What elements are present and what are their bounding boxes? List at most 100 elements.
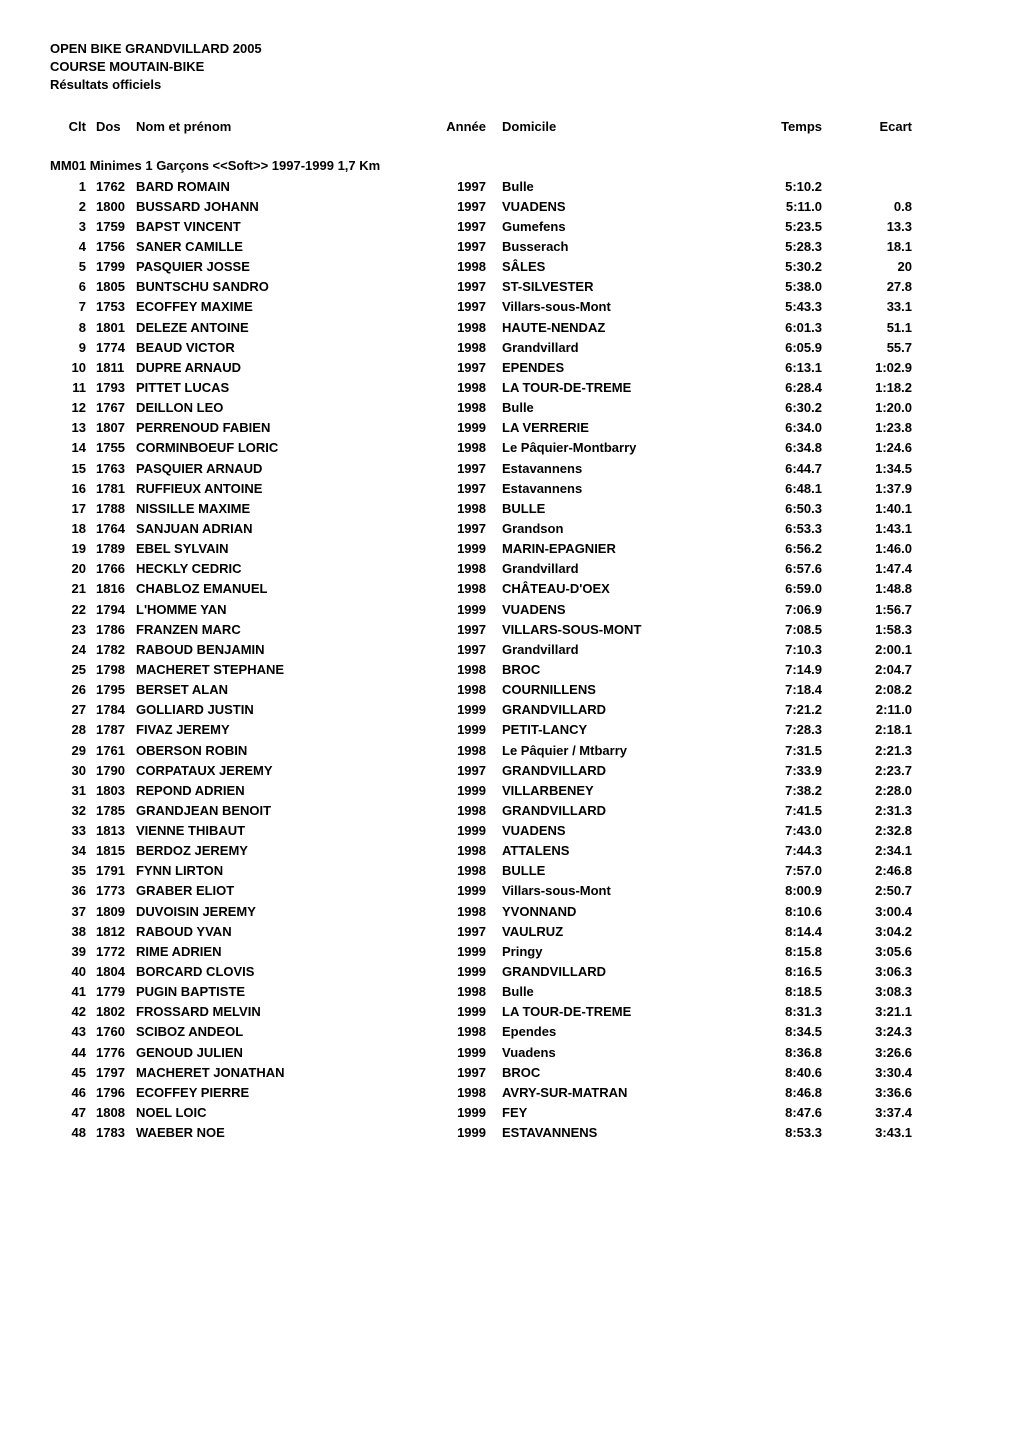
cell-dom: GRANDVILLARD (502, 962, 732, 982)
cell-clt: 17 (50, 499, 96, 519)
cell-ecart: 2:18.1 (822, 720, 912, 740)
cell-clt: 1 (50, 177, 96, 197)
col-header-dom: Domicile (502, 119, 732, 134)
cell-nom: BORCARD CLOVIS (136, 962, 416, 982)
cell-nom: MACHERET JONATHAN (136, 1063, 416, 1083)
table-row: 81801DELEZE ANTOINE1998HAUTE-NENDAZ6:01.… (50, 318, 970, 338)
cell-nom: PASQUIER JOSSE (136, 257, 416, 277)
cell-annee: 1999 (416, 1103, 502, 1123)
cell-dos: 1762 (96, 177, 136, 197)
table-row: 451797MACHERET JONATHAN1997BROC8:40.63:3… (50, 1063, 970, 1083)
cell-ecart: 1:18.2 (822, 378, 912, 398)
cell-annee: 1999 (416, 418, 502, 438)
cell-annee: 1999 (416, 1043, 502, 1063)
cell-ecart: 1:34.5 (822, 459, 912, 479)
cell-nom: BUSSARD JOHANN (136, 197, 416, 217)
cell-annee: 1997 (416, 1063, 502, 1083)
cell-temps: 8:16.5 (732, 962, 822, 982)
cell-dos: 1781 (96, 479, 136, 499)
cell-nom: BUNTSCHU SANDRO (136, 277, 416, 297)
cell-clt: 15 (50, 459, 96, 479)
cell-annee: 1998 (416, 861, 502, 881)
cell-dos: 1784 (96, 700, 136, 720)
cell-dom: EPENDES (502, 358, 732, 378)
cell-annee: 1998 (416, 741, 502, 761)
table-row: 371809DUVOISIN JEREMY1998YVONNAND8:10.63… (50, 902, 970, 922)
cell-dos: 1802 (96, 1002, 136, 1022)
table-row: 461796ECOFFEY PIERRE1998AVRY-SUR-MATRAN8… (50, 1083, 970, 1103)
table-row: 301790CORPATAUX JEREMY1997GRANDVILLARD7:… (50, 761, 970, 781)
cell-nom: NOEL LOIC (136, 1103, 416, 1123)
cell-clt: 26 (50, 680, 96, 700)
cell-dos: 1805 (96, 277, 136, 297)
cell-dom: Grandvillard (502, 338, 732, 358)
cell-ecart: 3:08.3 (822, 982, 912, 1002)
cell-temps: 6:34.0 (732, 418, 822, 438)
cell-nom: GRABER ELIOT (136, 881, 416, 901)
cell-dos: 1798 (96, 660, 136, 680)
cell-temps: 7:44.3 (732, 841, 822, 861)
cell-clt: 29 (50, 741, 96, 761)
cell-nom: BERSET ALAN (136, 680, 416, 700)
cell-temps: 7:31.5 (732, 741, 822, 761)
table-row: 111793PITTET LUCAS1998LA TOUR-DE-TREME6:… (50, 378, 970, 398)
table-row: 271784GOLLIARD JUSTIN1999GRANDVILLARD7:2… (50, 700, 970, 720)
cell-clt: 16 (50, 479, 96, 499)
cell-annee: 1999 (416, 539, 502, 559)
cell-dos: 1794 (96, 600, 136, 620)
cell-annee: 1998 (416, 318, 502, 338)
cell-dom: BULLE (502, 861, 732, 881)
cell-dos: 1807 (96, 418, 136, 438)
table-row: 191789EBEL SYLVAIN1999MARIN-EPAGNIER6:56… (50, 539, 970, 559)
cell-dom: LA VERRERIE (502, 418, 732, 438)
cell-dos: 1785 (96, 801, 136, 821)
cell-nom: CHABLOZ EMANUEL (136, 579, 416, 599)
cell-ecart: 2:00.1 (822, 640, 912, 660)
cell-clt: 14 (50, 438, 96, 458)
cell-clt: 20 (50, 559, 96, 579)
cell-annee: 1997 (416, 177, 502, 197)
cell-clt: 25 (50, 660, 96, 680)
cell-annee: 1998 (416, 1083, 502, 1103)
cell-ecart: 1:56.7 (822, 600, 912, 620)
cell-ecart: 20 (822, 257, 912, 277)
cell-dos: 1812 (96, 922, 136, 942)
cell-dom: YVONNAND (502, 902, 732, 922)
cell-ecart: 1:23.8 (822, 418, 912, 438)
cell-ecart: 2:21.3 (822, 741, 912, 761)
cell-clt: 3 (50, 217, 96, 237)
cell-dom: VILLARS-SOUS-MONT (502, 620, 732, 640)
cell-dos: 1761 (96, 741, 136, 761)
table-row: 121767DEILLON LEO1998Bulle6:30.21:20.0 (50, 398, 970, 418)
table-row: 401804BORCARD CLOVIS1999GRANDVILLARD8:16… (50, 962, 970, 982)
cell-dom: GRANDVILLARD (502, 801, 732, 821)
cell-annee: 1998 (416, 579, 502, 599)
cell-ecart: 3:37.4 (822, 1103, 912, 1123)
cell-nom: FRANZEN MARC (136, 620, 416, 640)
cell-ecart: 1:58.3 (822, 620, 912, 640)
results-table: 11762BARD ROMAIN1997Bulle5:10.221800BUSS… (50, 177, 970, 1144)
table-row: 21800BUSSARD JOHANN1997VUADENS5:11.00.8 (50, 197, 970, 217)
cell-ecart: 1:24.6 (822, 438, 912, 458)
cell-temps: 8:47.6 (732, 1103, 822, 1123)
table-row: 341815BERDOZ JEREMY1998ATTALENS7:44.32:3… (50, 841, 970, 861)
cell-ecart: 1:40.1 (822, 499, 912, 519)
cell-clt: 35 (50, 861, 96, 881)
cell-annee: 1997 (416, 277, 502, 297)
cell-temps: 5:38.0 (732, 277, 822, 297)
cell-nom: WAEBER NOE (136, 1123, 416, 1143)
cell-clt: 43 (50, 1022, 96, 1042)
cell-annee: 1999 (416, 720, 502, 740)
cell-annee: 1999 (416, 881, 502, 901)
cell-nom: SANJUAN ADRIAN (136, 519, 416, 539)
table-row: 171788NISSILLE MAXIME1998BULLE6:50.31:40… (50, 499, 970, 519)
cell-nom: FYNN LIRTON (136, 861, 416, 881)
cell-dos: 1763 (96, 459, 136, 479)
cell-annee: 1999 (416, 962, 502, 982)
cell-clt: 24 (50, 640, 96, 660)
col-header-dos: Dos (96, 119, 136, 134)
cell-temps: 6:44.7 (732, 459, 822, 479)
cell-dom: Gumefens (502, 217, 732, 237)
cell-ecart: 1:02.9 (822, 358, 912, 378)
cell-dos: 1764 (96, 519, 136, 539)
